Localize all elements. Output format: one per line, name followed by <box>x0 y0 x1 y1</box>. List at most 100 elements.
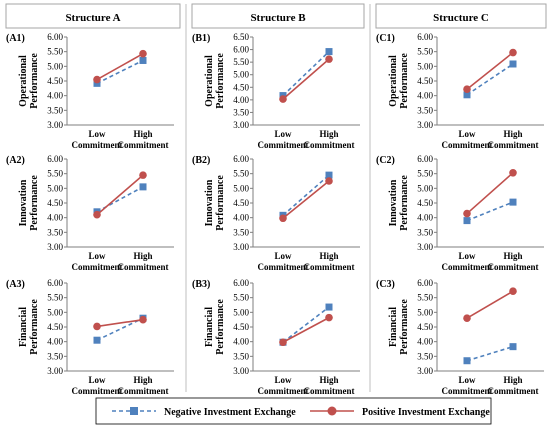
series-line-negative <box>466 201 514 222</box>
y-tick-label: 4.50 <box>47 322 63 332</box>
data-point-positive <box>279 214 287 223</box>
y-tick-label: 5.00 <box>417 61 433 71</box>
y-tick-label: 5.50 <box>233 293 249 303</box>
legend-marker-positive <box>327 406 337 416</box>
y-tick-label: 4.50 <box>47 76 63 86</box>
y-tick-label: 3.00 <box>233 366 249 376</box>
data-point-positive <box>93 75 101 84</box>
y-axis-title-line: Performance <box>215 299 226 355</box>
x-tick-label-line: Low <box>88 375 106 385</box>
x-tick-label: Low Commitment <box>442 375 493 396</box>
y-axis-title-line: Performance <box>399 299 410 355</box>
chart-panel: (A2) InnovationPerformance 3.00 3.50 4.00 4.5… <box>6 154 174 272</box>
y-tick-label: 4.50 <box>233 198 249 208</box>
x-tick-label-line: Commitment <box>118 386 169 396</box>
x-tick-label: High Commitment <box>488 375 539 396</box>
data-point-negative <box>509 198 517 206</box>
x-tick-label-line: Commitment <box>304 262 355 272</box>
x-tick-label-line: High <box>503 251 522 261</box>
y-tick-label: 4.00 <box>233 337 249 347</box>
y-tick-label: 3.50 <box>233 351 249 361</box>
y-tick-label: 5.00 <box>417 307 433 317</box>
x-tick-label-line: Commitment <box>442 262 493 272</box>
y-axis-title-line: Operational <box>204 55 215 107</box>
y-tick-label: 5.50 <box>417 47 433 57</box>
y-tick-label: 4.00 <box>47 213 63 223</box>
y-tick-label: 4.00 <box>47 91 63 101</box>
y-tick-label: 3.00 <box>47 366 63 376</box>
y-tick-label: 6.00 <box>47 278 63 288</box>
chart-panel: (B2) InnovationPerformance 3.00 3.50 4.00 4.5… <box>192 154 360 272</box>
chart-panel: (C1) OperationalPerformance 3.00 3.50 4.00 4.… <box>376 32 544 150</box>
y-axis-title: OperationalPerformance <box>18 53 40 109</box>
y-tick-label: 6.00 <box>233 278 249 288</box>
data-point-positive <box>325 313 333 322</box>
y-axis-title-line: Performance <box>399 53 410 109</box>
x-tick-label-line: High <box>319 129 338 139</box>
x-tick-label-line: High <box>503 375 522 385</box>
panel-label: (C3) <box>376 279 395 290</box>
x-tick-label-line: Low <box>274 129 292 139</box>
x-tick-label: High Commitment <box>488 251 539 272</box>
y-tick-label: 4.50 <box>417 322 433 332</box>
x-tick-label-line: Commitment <box>258 262 309 272</box>
y-axis-title: OperationalPerformance <box>388 53 410 109</box>
x-tick-label-line: Low <box>458 129 476 139</box>
header-box-b <box>191 3 365 29</box>
x-tick-label: Low Commitment <box>442 251 493 272</box>
legend-label-positive: Positive Investment Exchange <box>362 407 490 418</box>
x-tick-label: High Commitment <box>118 251 169 272</box>
x-tick-label-line: High <box>133 129 152 139</box>
series-line-positive <box>96 53 144 81</box>
series-line-positive <box>282 316 330 343</box>
x-tick-label: High Commitment <box>118 129 169 150</box>
data-point-positive <box>139 49 147 58</box>
x-tick-label-line: High <box>503 129 522 139</box>
x-tick-label-line: Commitment <box>304 386 355 396</box>
y-tick-label: 6.00 <box>233 45 249 55</box>
y-tick-label: 4.00 <box>233 213 249 223</box>
y-tick-label: 5.00 <box>47 61 63 71</box>
y-tick-label: 6.00 <box>47 32 63 42</box>
x-tick-label-line: Low <box>274 375 292 385</box>
y-tick-label: 5.50 <box>233 57 249 67</box>
series-line-negative <box>282 51 330 97</box>
series-line-positive <box>96 318 144 328</box>
data-point-negative <box>463 217 471 225</box>
header-box-c <box>375 3 547 29</box>
x-tick-label: Low Commitment <box>72 375 123 396</box>
y-axis-title: FinancialPerformance <box>388 299 410 355</box>
x-tick-label: High Commitment <box>304 251 355 272</box>
data-point-negative <box>509 343 517 351</box>
data-point-negative <box>509 60 517 68</box>
y-tick-label: 6.50 <box>233 32 249 42</box>
data-point-negative <box>93 79 101 87</box>
y-axis-title-line: Innovation <box>388 179 399 226</box>
x-tick-label: High Commitment <box>118 375 169 396</box>
y-axis-title: InnovationPerformance <box>204 175 226 231</box>
y-tick-label: 3.50 <box>233 107 249 117</box>
data-point-negative <box>139 183 147 191</box>
y-tick-label: 5.50 <box>47 293 63 303</box>
y-tick-label: 5.50 <box>47 169 63 179</box>
data-point-negative <box>93 336 101 344</box>
y-tick-label: 3.00 <box>233 120 249 130</box>
data-point-negative <box>463 91 471 99</box>
series-line-negative <box>282 306 330 343</box>
y-tick-label: 4.50 <box>417 198 433 208</box>
panel-label: (C1) <box>376 33 395 44</box>
chart-panel: (A3) FinancialPerformance 3.00 3.50 4.00 4.50… <box>6 278 174 396</box>
x-tick-label: Low Commitment <box>72 251 123 272</box>
x-tick-label-line: Commitment <box>118 262 169 272</box>
y-tick-label: 5.50 <box>417 293 433 303</box>
y-axis-title: InnovationPerformance <box>388 175 410 231</box>
y-tick-label: 5.00 <box>417 183 433 193</box>
series-line-negative <box>466 345 514 362</box>
y-tick-label: 5.50 <box>233 169 249 179</box>
legend: Negative Investment Exchange Positive In… <box>95 397 492 425</box>
y-tick-label: 3.50 <box>417 105 433 115</box>
y-axis-title-line: Performance <box>29 53 40 109</box>
x-tick-label-line: High <box>319 375 338 385</box>
legend-label-negative: Negative Investment Exchange <box>164 407 296 418</box>
series-line-negative <box>466 63 514 96</box>
